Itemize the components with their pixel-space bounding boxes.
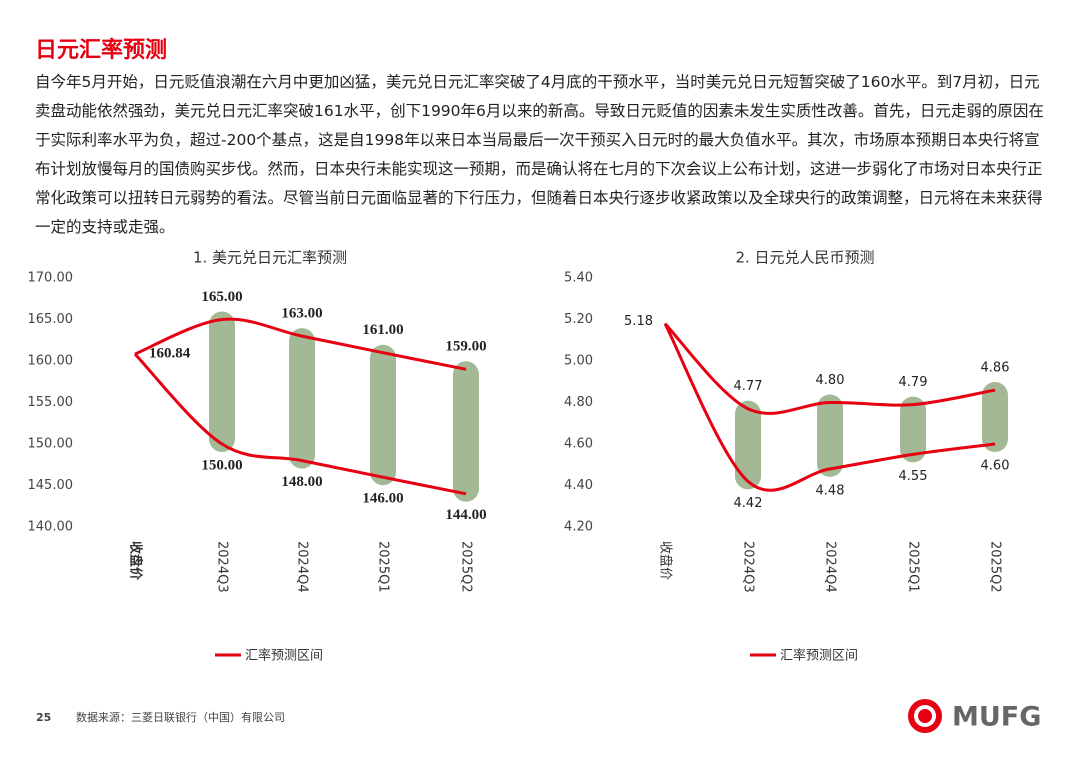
y-tick-label: 5.40 (564, 271, 593, 286)
x-tick-label: 2024Q3 (215, 541, 230, 593)
range-line (663, 322, 996, 492)
value-label: 159.00 (445, 339, 486, 355)
logo-text: MUFG (952, 702, 1041, 733)
range-bar (817, 394, 843, 477)
range-line (134, 317, 467, 371)
x-tick-label: 2024Q4 (295, 541, 310, 593)
y-tick-label: 150.00 (28, 437, 74, 452)
range-bar (735, 400, 761, 490)
y-tick-label: 140.00 (28, 520, 74, 535)
value-label: 4.79 (899, 375, 928, 390)
range-bar (982, 382, 1008, 452)
value-label: 146.00 (362, 491, 403, 507)
value-label: 4.80 (816, 373, 845, 388)
value-label: 4.60 (981, 459, 1010, 474)
value-label: 150.00 (201, 457, 242, 473)
y-tick-label: 4.60 (564, 437, 593, 452)
range-bar (209, 311, 235, 452)
x-tick-label: 2025Q1 (906, 541, 921, 593)
value-label: 161.00 (362, 322, 403, 338)
paragraph: 自今年5月开始，日元贬值浪潮在六月中更加凶猛，美元兑日元汇率突破了4月底的干预水… (35, 73, 1044, 236)
y-tick-label: 165.00 (28, 312, 74, 327)
y-tick-label: 4.20 (564, 520, 593, 535)
value-label: 4.42 (734, 496, 763, 511)
x-tick-label: 2025Q1 (376, 541, 391, 593)
y-tick-label: 5.00 (564, 354, 593, 369)
y-tick-label: 160.00 (28, 354, 74, 369)
value-label: 148.00 (281, 474, 322, 490)
range-line (663, 322, 996, 415)
value-label: 160.84 (149, 345, 191, 361)
y-tick-label: 5.20 (564, 312, 593, 327)
value-label: 4.55 (899, 469, 928, 484)
value-label: 4.77 (734, 379, 763, 394)
range-bar (289, 328, 315, 469)
x-tick-label: 2025Q2 (988, 541, 1003, 593)
range-bar (370, 344, 396, 486)
y-tick-label: 155.00 (28, 395, 74, 410)
legend-label: 汇率预测区间 (245, 648, 323, 664)
value-label: 165.00 (201, 289, 242, 305)
range-bar (453, 361, 479, 502)
y-tick-label: 4.40 (564, 478, 593, 493)
chart-title: 2. 日元兑人民币预测 (735, 249, 874, 267)
chart-title: 1. 美元兑日元汇率预测 (193, 249, 347, 267)
source: 数据来源：三菱日联银行（中国）有限公司 (76, 710, 285, 724)
range-bar (900, 396, 926, 463)
y-tick-label: 4.80 (564, 395, 593, 410)
value-label: 4.48 (816, 483, 845, 498)
logo-icon (918, 709, 932, 723)
x-tick-label: 2025Q2 (459, 541, 474, 593)
page-title: 日元汇率预测 (35, 38, 168, 63)
x-tick-label: 收盘价 (128, 541, 144, 581)
y-tick-label: 145.00 (28, 478, 74, 493)
x-tick-label: 收盘价 (658, 541, 674, 580)
range-line (133, 352, 467, 496)
page-number: 25 (36, 711, 51, 724)
value-label: 163.00 (281, 306, 322, 322)
y-tick-label: 170.00 (28, 271, 74, 286)
legend-label: 汇率预测区间 (780, 648, 858, 664)
value-label: 4.86 (981, 361, 1010, 376)
value-label: 144.00 (445, 507, 486, 523)
x-tick-label: 2024Q4 (823, 541, 838, 593)
x-tick-label: 2024Q3 (741, 541, 756, 593)
value-label: 5.18 (624, 314, 653, 329)
